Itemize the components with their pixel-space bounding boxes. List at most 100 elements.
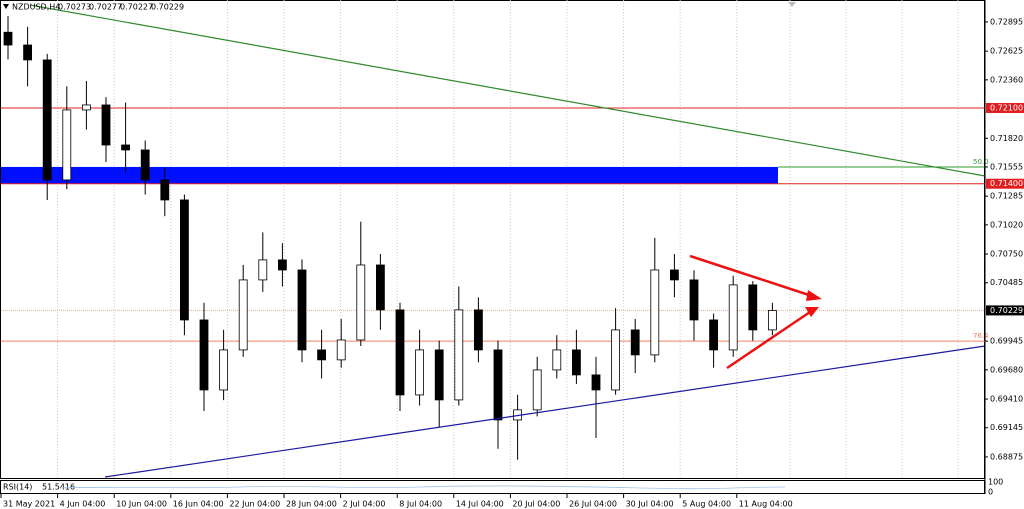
price-label: 0.72360 xyxy=(990,75,1023,84)
candle-body xyxy=(493,349,503,421)
header-symbol: NZDUSD,H4 xyxy=(12,3,60,12)
candle-body xyxy=(140,149,150,181)
price-label: 0.71020 xyxy=(990,220,1023,229)
shift-marker xyxy=(788,2,796,7)
time-label: 30 Jul 04:00 xyxy=(626,500,674,509)
candles xyxy=(3,16,777,460)
time-label: 20 Jul 04:00 xyxy=(512,500,560,509)
price-label: 0.68875 xyxy=(990,452,1023,461)
price-label: 0.72895 xyxy=(990,17,1023,26)
candle-body xyxy=(82,104,91,111)
current-price-label: 0.70229 xyxy=(990,306,1023,315)
symbol-icon xyxy=(3,4,9,9)
quote-value: 0.70227 xyxy=(120,3,153,12)
price-label: 0.71820 xyxy=(990,134,1023,143)
candle-body xyxy=(670,269,679,281)
candle-body xyxy=(728,284,738,351)
candle-body xyxy=(434,349,444,401)
price-label: 0.70485 xyxy=(990,278,1023,287)
zones: 50.0 76.4 xyxy=(1,107,989,342)
price-label: 0.70750 xyxy=(990,250,1023,259)
candle-body xyxy=(611,329,620,391)
candle-body xyxy=(768,310,777,331)
candle-body xyxy=(297,269,307,351)
rsi-scale: 0 xyxy=(988,488,993,497)
arrow-head xyxy=(806,290,822,301)
triangle-upper xyxy=(689,254,813,298)
fib-label: 76.4 xyxy=(973,332,989,340)
candle-body xyxy=(101,104,111,146)
candle-body xyxy=(356,264,366,341)
time-label: 5 Aug 04:00 xyxy=(682,500,731,509)
candle-body xyxy=(336,339,346,361)
candle-body xyxy=(572,349,581,376)
time-label: 11 Aug 04:00 xyxy=(739,500,793,509)
time-label: 26 Jul 04:00 xyxy=(569,500,617,509)
candle-body xyxy=(415,349,425,396)
grid xyxy=(0,0,959,498)
candle-body xyxy=(650,269,660,356)
candle-body xyxy=(258,259,268,281)
quote-value: 0.70277 xyxy=(89,3,122,12)
candle-body xyxy=(238,279,248,351)
rsi-curve xyxy=(59,485,786,490)
time-label: 22 Jun 04:00 xyxy=(229,500,280,509)
time-label: 14 Jul 04:00 xyxy=(456,500,504,509)
candle-body xyxy=(532,369,542,411)
candle-body xyxy=(454,309,464,401)
rsi-value: 51.5416 xyxy=(42,483,75,492)
candle-body xyxy=(591,374,601,391)
supply-zone xyxy=(1,166,778,184)
fib-label: 50.0 xyxy=(973,158,989,166)
level-tag xyxy=(986,102,1024,113)
time-label: 4 Jun 04:00 xyxy=(60,500,106,509)
current-price-tag xyxy=(986,305,1024,316)
candle-body xyxy=(160,179,170,201)
candle-body xyxy=(473,309,483,351)
time-label: 31 May 2021 xyxy=(3,500,55,509)
price-label: 0.69145 xyxy=(990,423,1023,432)
time-label: 8 Jul 04:00 xyxy=(399,500,442,509)
level-tag xyxy=(986,178,1024,189)
candle-body xyxy=(709,319,718,351)
candle-body xyxy=(3,31,13,46)
rsi-line xyxy=(59,485,786,490)
candle-body xyxy=(219,349,229,391)
candle-body xyxy=(23,44,33,61)
time-axis: 31 May 2021 4 Jun 04:00 10 Jun 04:00 16 Jun… xyxy=(3,500,793,509)
quote-value: 0.70273 xyxy=(58,3,91,12)
rsi-name: RSI(14) xyxy=(3,483,32,492)
time-label: 10 Jun 04:00 xyxy=(116,500,167,509)
price-label: 0.69680 xyxy=(990,365,1023,374)
price-label: 0.69945 xyxy=(990,337,1023,346)
candle-body xyxy=(42,59,52,181)
arrow-head xyxy=(805,307,819,317)
candle-body xyxy=(317,349,327,361)
candle-body xyxy=(277,259,287,271)
rsi-scale: 100 xyxy=(988,478,1003,487)
candle-body xyxy=(395,309,405,396)
candle-body xyxy=(689,279,699,321)
price-label: 0.71285 xyxy=(990,192,1023,201)
time-label: 16 Jun 04:00 xyxy=(173,500,224,509)
time-label: 28 Jun 04:00 xyxy=(286,500,337,509)
level-label: 0.71400 xyxy=(990,179,1023,188)
quote-value: 0.70229 xyxy=(151,3,184,12)
candle-body xyxy=(62,109,72,181)
candle-body xyxy=(375,264,385,311)
price-label: 0.72625 xyxy=(990,47,1023,56)
trendline-green xyxy=(29,4,986,177)
price-label: 0.69410 xyxy=(990,395,1023,404)
candle-body xyxy=(630,329,640,356)
time-label: 2 Jul 04:00 xyxy=(343,500,386,509)
triangle-lower xyxy=(726,310,811,370)
candle-body xyxy=(121,144,130,151)
candle-body xyxy=(748,284,758,331)
trendline-blue xyxy=(104,345,986,478)
candle-body xyxy=(179,199,189,321)
candle-body xyxy=(552,349,562,371)
price-label: 0.71555 xyxy=(990,162,1023,171)
